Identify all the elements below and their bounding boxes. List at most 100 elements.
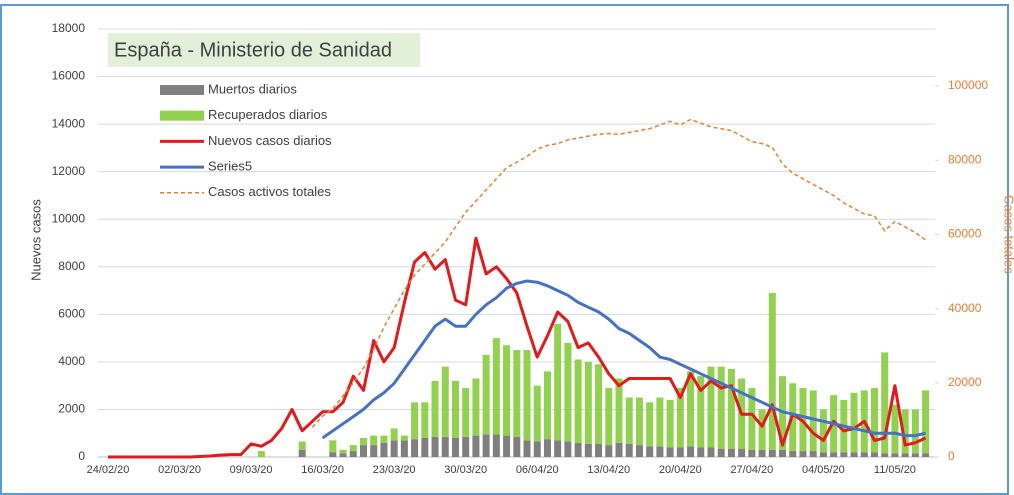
x-tick-label: 04/05/20 [802, 464, 845, 476]
bar [799, 451, 807, 457]
legend-swatch [160, 110, 204, 121]
y-tick-label: 4000 [58, 354, 85, 368]
bar [605, 445, 613, 457]
bar [329, 440, 337, 453]
bar [901, 453, 909, 457]
bar [380, 435, 388, 443]
bar [666, 399, 674, 448]
bar [400, 435, 408, 441]
bar [922, 453, 930, 457]
bar [421, 437, 429, 457]
legend-label: Casos activos totales [208, 184, 331, 199]
bar [697, 376, 705, 448]
y-tick-label: 6000 [58, 307, 85, 321]
bar [584, 361, 592, 444]
bar [697, 447, 705, 457]
y-tick-label: 14000 [52, 116, 86, 130]
bar [635, 397, 643, 446]
y-tick-label: 10000 [52, 211, 86, 225]
bar [625, 443, 633, 457]
bar [370, 445, 378, 457]
bar [830, 452, 838, 457]
line-series [108, 236, 927, 459]
bar [513, 436, 521, 457]
y2-axis-label: Casos totales [1002, 195, 1014, 274]
legend-label: Recuperados diarios [208, 107, 328, 122]
bar [871, 452, 878, 457]
bar [707, 447, 715, 457]
bar [462, 388, 470, 437]
bar [451, 380, 459, 438]
bar [584, 443, 592, 457]
bar [533, 385, 541, 442]
legend-label: Nuevos casos diarios [208, 133, 332, 148]
bar [421, 402, 429, 438]
bar [717, 448, 725, 457]
bar [819, 452, 827, 457]
bar [360, 445, 367, 457]
x-tick-label: 24/02/20 [87, 464, 130, 476]
y-tick-label: 2000 [58, 402, 85, 416]
bar [687, 371, 695, 447]
bar [860, 452, 868, 457]
bar [482, 434, 490, 457]
bar [687, 446, 695, 457]
bar [360, 437, 367, 446]
bar [738, 448, 746, 457]
bar [574, 359, 582, 443]
bar [349, 445, 357, 452]
y2-tick-label: 60000 [948, 227, 982, 241]
bar [666, 447, 674, 457]
bar [871, 388, 878, 453]
x-tick-label: 11/05/20 [874, 464, 916, 476]
x-tick-label: 09/03/20 [230, 464, 273, 476]
bar [503, 345, 511, 436]
bar [390, 428, 398, 441]
x-tick-label: 02/03/20 [158, 464, 201, 476]
bar [850, 392, 858, 453]
bar [533, 441, 541, 457]
bar [543, 371, 551, 440]
bar [595, 364, 603, 444]
bar [390, 440, 398, 457]
bar [758, 409, 766, 450]
bar [431, 380, 439, 437]
bar [911, 453, 919, 457]
bar [431, 436, 439, 457]
bar [727, 369, 735, 449]
bar [472, 435, 480, 457]
bar [850, 452, 858, 457]
bar [911, 409, 919, 454]
bar [595, 443, 603, 457]
x-tick-label: 13/04/20 [587, 464, 630, 476]
bar [441, 436, 449, 457]
bar [727, 448, 735, 457]
bar [339, 449, 347, 454]
y2-tick-label: 80000 [948, 152, 982, 166]
bar [840, 452, 848, 457]
y2-tick-label: 40000 [948, 301, 982, 315]
bar [748, 449, 756, 457]
bar [809, 451, 817, 457]
bar [717, 366, 725, 449]
bar [891, 453, 899, 457]
x-tick-label: 06/04/20 [516, 464, 559, 476]
legend-swatch [160, 85, 204, 95]
line-series [321, 279, 926, 440]
bar [370, 435, 378, 446]
bar [257, 451, 265, 457]
legend-label: Muertos diarios [208, 81, 297, 96]
y-tick-label: 16000 [52, 69, 86, 83]
title-box [108, 33, 420, 67]
bar [400, 440, 408, 457]
bar [758, 449, 766, 457]
bar [298, 449, 306, 457]
bar [411, 439, 419, 457]
bar [676, 388, 684, 448]
bar [768, 292, 776, 450]
bar [472, 378, 480, 436]
bar [523, 350, 531, 441]
line-series [311, 118, 927, 428]
bar [523, 440, 531, 457]
